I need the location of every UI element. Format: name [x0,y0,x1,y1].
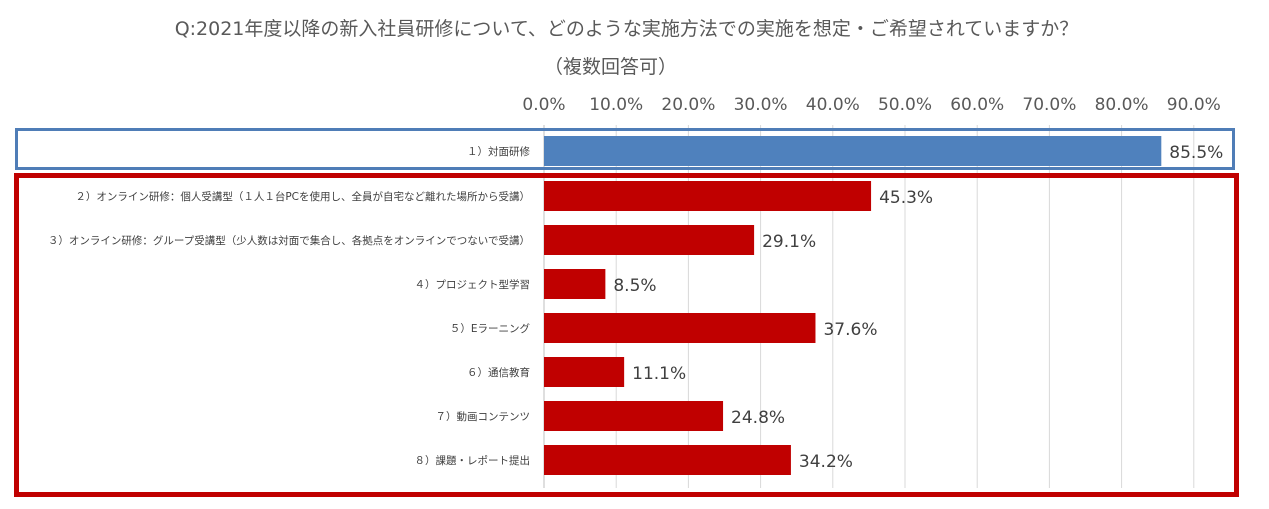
bar [544,313,816,343]
chart-subtitle: （複数回答可） [543,56,677,78]
highlight-frame-red [14,173,1239,497]
data-label: 85.5% [1169,143,1223,163]
data-label: 8.5% [613,276,656,296]
x-tick-label: 20.0% [661,95,715,115]
category-label: ７）動画コンテンツ [436,410,531,423]
bar [544,225,755,255]
x-tick-label: 0.0% [522,95,565,115]
x-tick-label: 80.0% [1095,95,1149,115]
data-label: 37.6% [823,320,877,340]
x-tick-label: 10.0% [589,95,643,115]
bar [544,269,606,299]
category-label: ６）通信教育 [467,366,530,379]
bar [544,401,724,431]
bar [544,136,1162,166]
data-label: 45.3% [879,188,933,208]
data-label: 24.8% [731,408,785,428]
x-tick-label: 60.0% [950,95,1004,115]
x-tick-label: 50.0% [878,95,932,115]
data-label: 34.2% [799,452,853,472]
x-tick-label: 90.0% [1167,95,1221,115]
bar [544,445,791,475]
bar [544,181,872,211]
category-label: ４）プロジェクト型学習 [415,278,531,291]
x-tick-label: 30.0% [734,95,788,115]
category-label: ５）Eラーニング [450,322,531,335]
x-tick-label: 70.0% [1022,95,1076,115]
category-label: ３）オンライン研修：グループ受講型（少人数は対面で集合し、各拠点をオンラインでつ… [48,234,530,247]
chart-title: Q:2021年度以降の新入社員研修について、どのような実施方法での実施を想定・ご… [174,18,1079,40]
data-label: 29.1% [762,232,816,252]
category-label: ８）課題・レポート提出 [415,454,531,467]
category-label: ２）オンライン研修：個人受講型（１人１台PCを使用し、全員が自宅など離れた場所か… [75,190,530,203]
category-label: １）対面研修 [467,145,530,158]
x-tick-label: 40.0% [806,95,860,115]
bar [544,357,625,387]
highlight-frame-blue [15,128,1235,170]
data-label: 11.1% [632,364,686,384]
